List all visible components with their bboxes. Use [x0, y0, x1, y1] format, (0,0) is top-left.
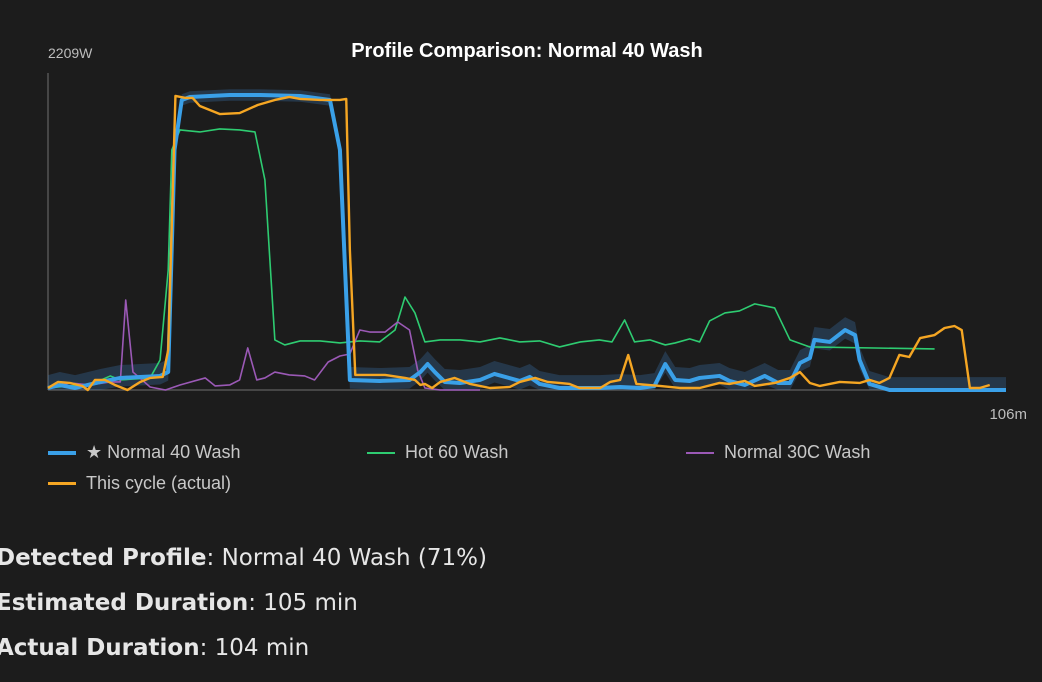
legend-label: Normal 30C Wash	[724, 442, 871, 462]
y-axis-max-label: 2209W	[48, 45, 93, 61]
series-line-hot-60-wash	[47, 128, 935, 389]
legend-item-this-cycle[interactable]: This cycle (actual)	[48, 473, 231, 494]
legend-item-hot-60[interactable]: Hot 60 Wash	[367, 442, 508, 463]
legend-swatch	[48, 450, 76, 455]
detected-profile-line: Detected Profile: Normal 40 Wash (71%)	[0, 545, 487, 571]
legend-item-normal-30c[interactable]: Normal 30C Wash	[686, 442, 870, 463]
estimated-duration-line: Estimated Duration: 105 min	[0, 590, 358, 616]
x-axis-max-label: 106m	[989, 406, 1027, 423]
actual-duration-value: : 104 min	[199, 635, 310, 661]
chart-plot	[47, 73, 1006, 392]
legend-item-normal-40[interactable]: ★ Normal 40 Wash	[48, 442, 241, 463]
legend-label: Hot 60 Wash	[405, 442, 509, 462]
actual-duration-label: Actual Duration	[0, 635, 200, 661]
legend-label: This cycle (actual)	[86, 473, 232, 493]
detected-profile-label: Detected Profile	[0, 545, 207, 571]
detected-profile-value: : Normal 40 Wash (71%)	[206, 545, 487, 571]
series-line-this-cycle-actual	[47, 94, 991, 392]
actual-duration-line: Actual Duration: 104 min	[0, 635, 309, 661]
series-line-normal-40-wash	[47, 92, 1006, 392]
estimated-duration-label: Estimated Duration	[0, 590, 249, 616]
confidence-band	[48, 89, 1006, 390]
estimated-duration-value: : 105 min	[248, 590, 358, 616]
chart-title: Profile Comparison: Normal 40 Wash	[351, 40, 703, 62]
series-line-normal-30c-wash	[47, 299, 481, 391]
legend-swatch	[367, 451, 395, 454]
legend-swatch	[48, 482, 76, 485]
legend-label: ★ Normal 40 Wash	[86, 442, 241, 462]
legend-swatch	[686, 451, 714, 454]
